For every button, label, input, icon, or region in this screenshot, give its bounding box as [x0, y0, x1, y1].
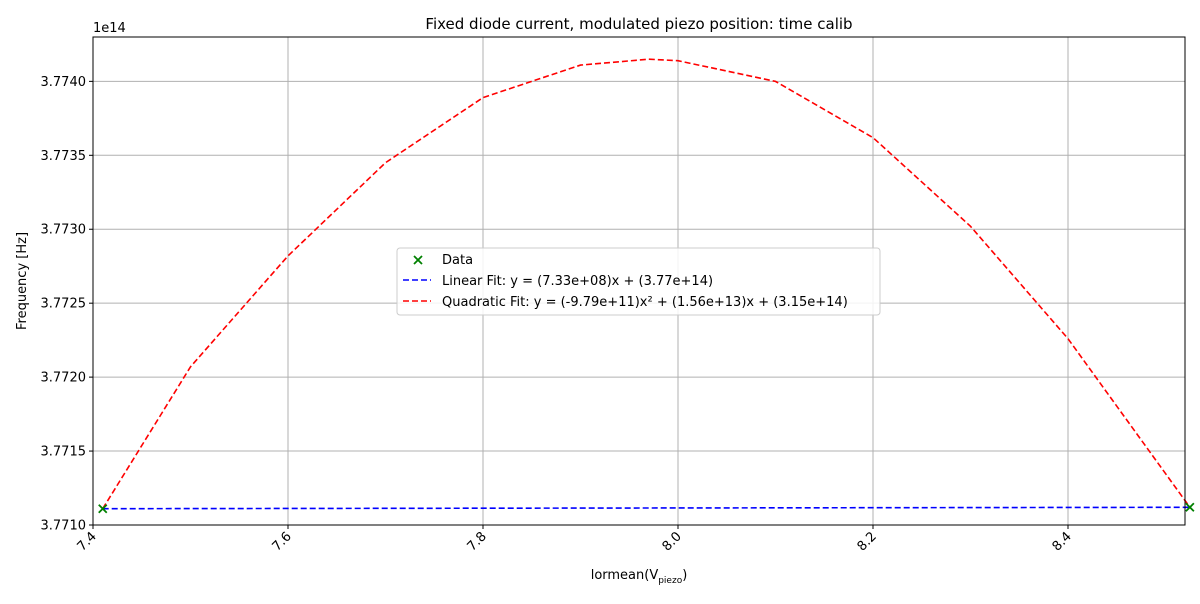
x-axis-label-close: )	[682, 568, 687, 583]
x-tick-label: 7.6	[270, 529, 295, 554]
legend-label-quadratic: Quadratic Fit: y = (-9.79e+11)x² + (1.56…	[442, 295, 848, 310]
x-axis-label-subscript: piezo	[658, 576, 682, 586]
x-tick-label: 8.2	[855, 529, 880, 554]
plot-area-frame	[92, 36, 1186, 526]
x-axis-ticks: 7.4 7.6 7.8 8.0 8.2 8.4	[75, 525, 1075, 554]
y-tick-label: 3.7720	[41, 371, 87, 386]
y-tick-label: 3.7735	[41, 149, 87, 164]
y-tick-label: 3.7730	[41, 223, 87, 238]
y-offset-label: 1e14	[93, 21, 126, 36]
y-axis-label: Frequency [Hz]	[15, 232, 30, 330]
series-line-0	[102, 506, 1190, 510]
series-line-1	[102, 58, 1191, 510]
legend-label-linear: Linear Fit: y = (7.33e+08)x + (3.77e+14)	[442, 274, 713, 289]
y-tick-label: 3.7715	[41, 445, 87, 460]
x-axis-label: lormean(Vpiezo)	[591, 568, 688, 586]
data-markers	[98, 502, 1195, 514]
x-tick-label: 8.0	[660, 529, 685, 554]
data-point	[1185, 502, 1195, 512]
y-tick-label: 3.7710	[41, 519, 87, 534]
y-tick-label: 3.7740	[41, 75, 87, 90]
legend: Data Linear Fit: y = (7.33e+08)x + (3.77…	[396, 247, 881, 316]
plot-series	[102, 58, 1191, 510]
legend-box	[396, 247, 881, 316]
y-axis-ticks: 3.7710 3.7715 3.7720 3.7725 3.7730 3.7735 3.77…	[41, 75, 93, 534]
legend-marker-data	[413, 255, 423, 265]
legend-label-data: Data	[442, 253, 473, 268]
x-tick-label: 7.8	[465, 529, 490, 554]
chart-title: Fixed diode current, modulated piezo pos…	[425, 15, 852, 33]
x-axis-label-main: lormean(V	[591, 568, 659, 583]
x-tick-label: 8.4	[1050, 529, 1075, 554]
y-tick-label: 3.7725	[41, 297, 87, 312]
data-point	[98, 504, 108, 514]
